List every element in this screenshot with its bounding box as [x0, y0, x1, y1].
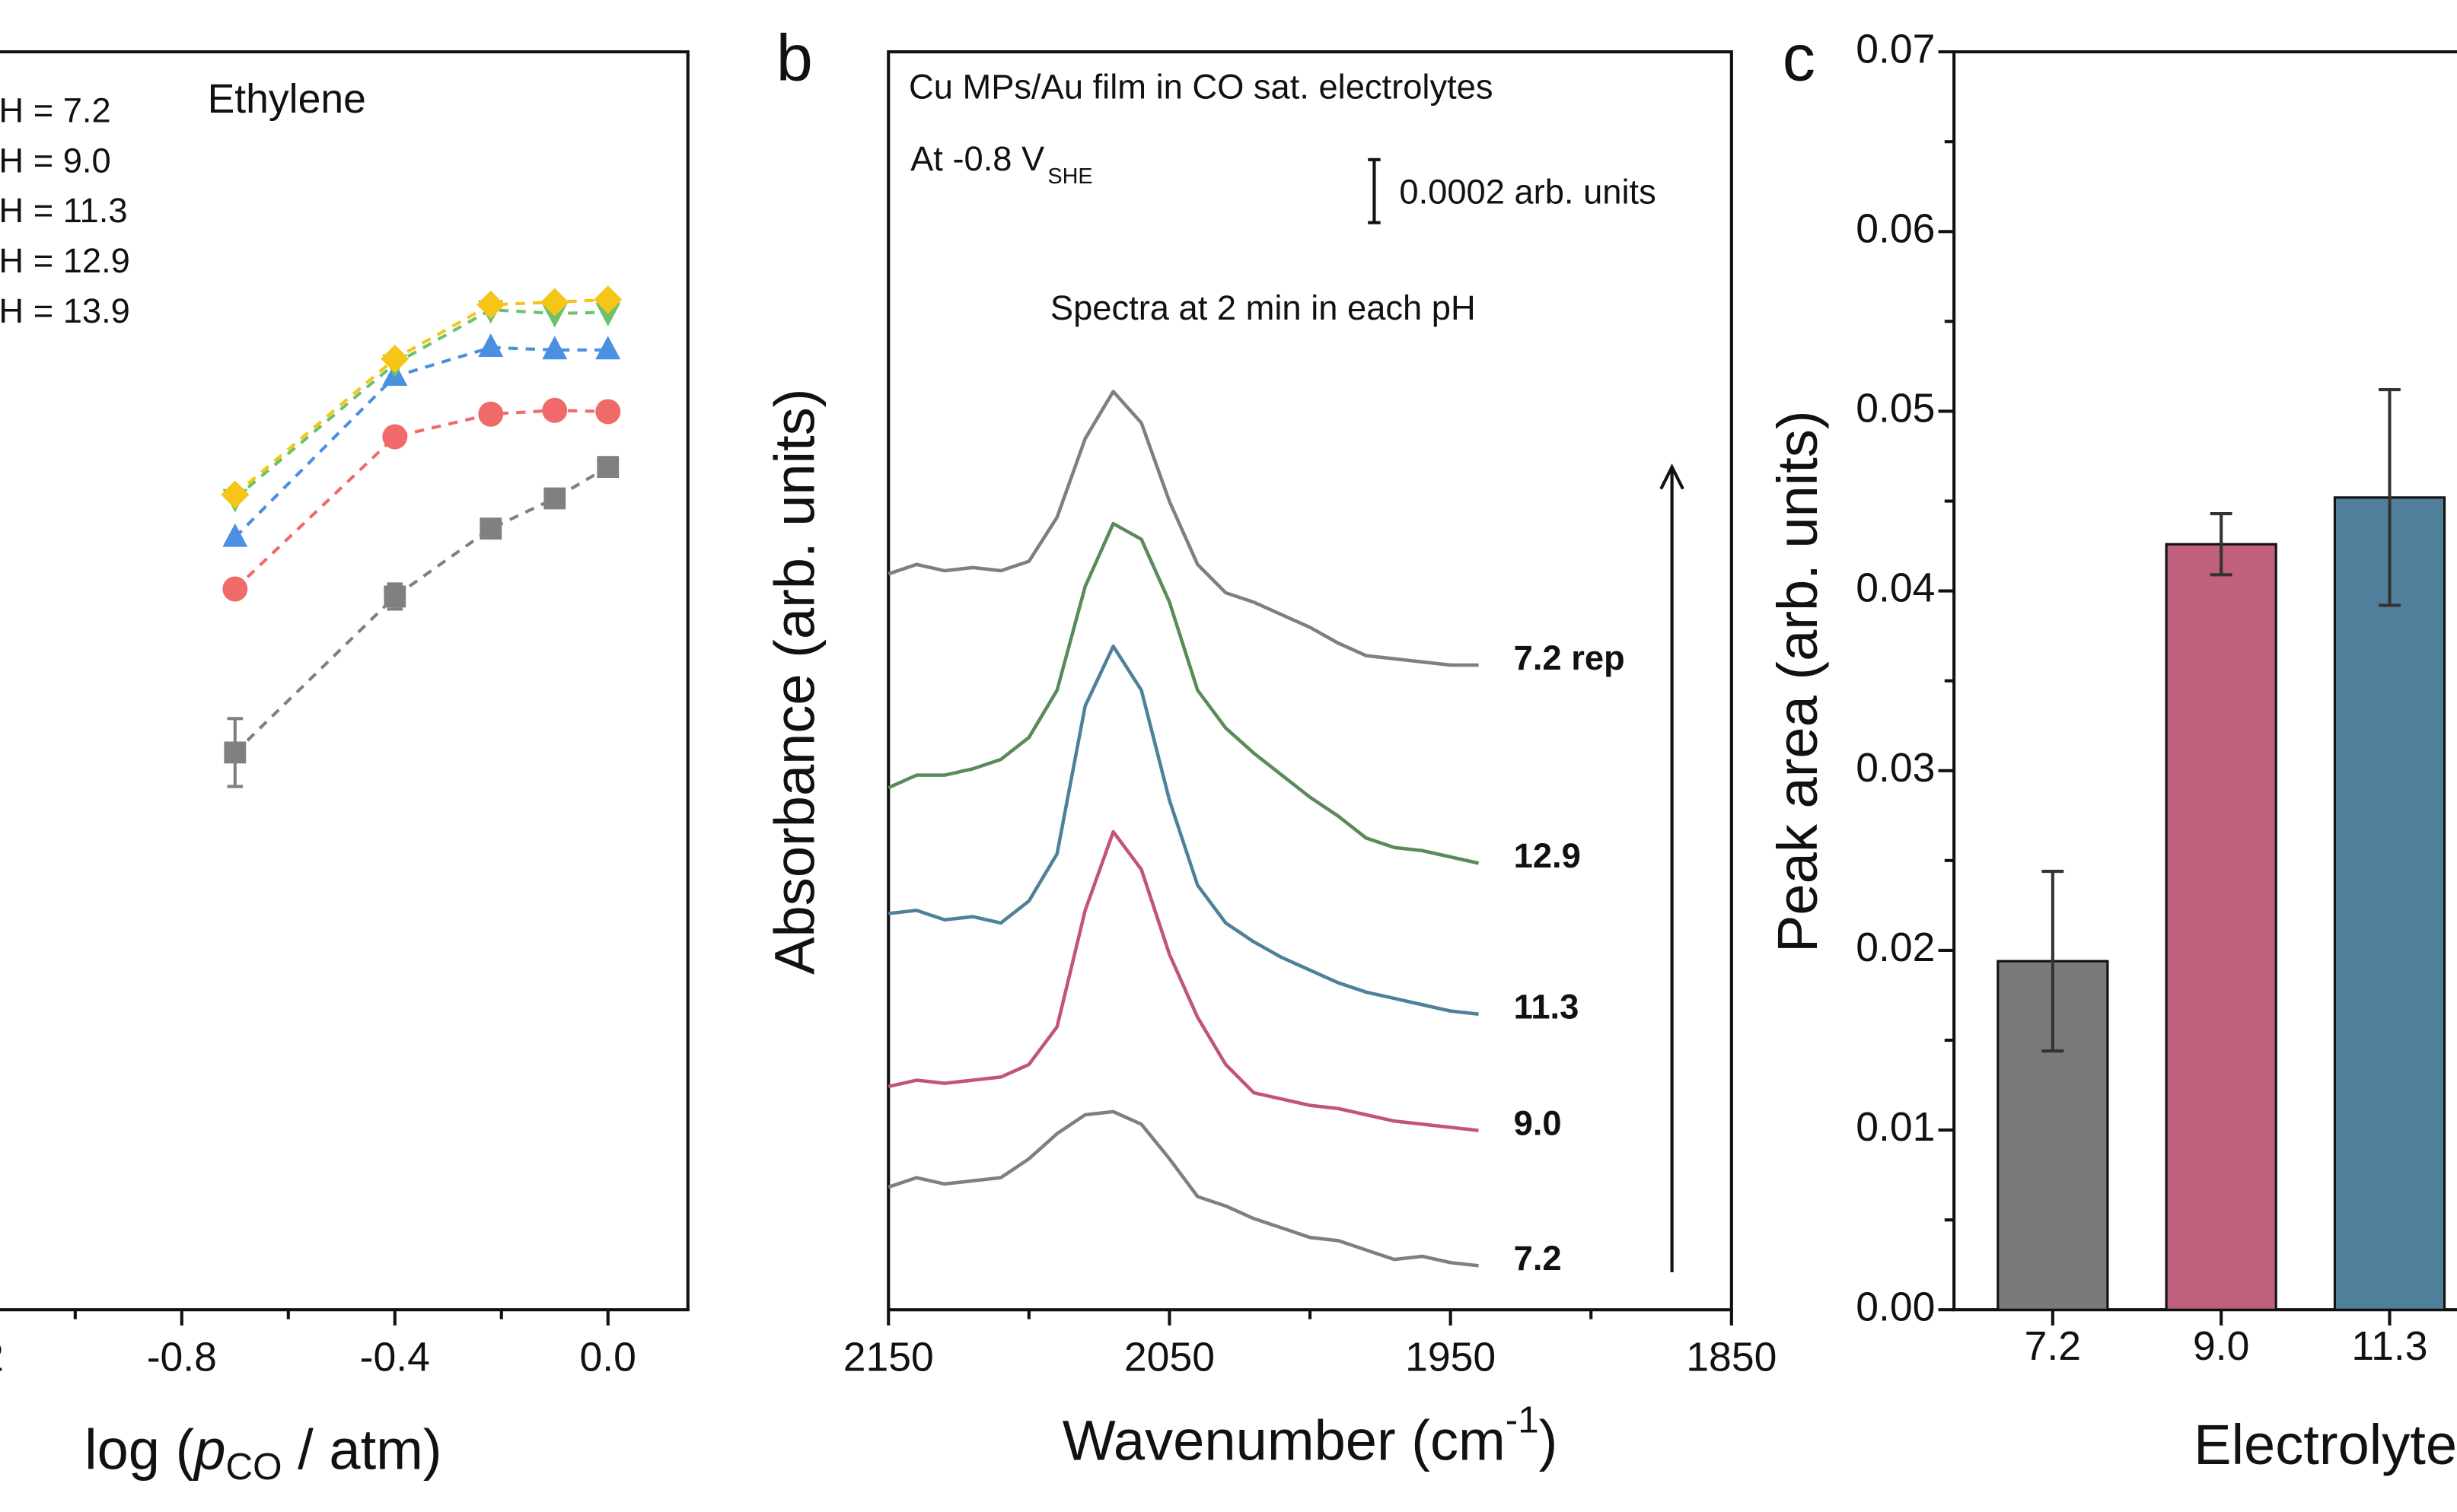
marker: [540, 288, 569, 317]
fit-line: [234, 298, 608, 496]
legend-label: pH = 9.0: [0, 141, 111, 180]
marker: [595, 336, 621, 360]
marker: [543, 487, 566, 510]
error-bar: [2041, 869, 2064, 1053]
marker: [542, 397, 568, 423]
x-tick-label: 2050: [1124, 1335, 1215, 1380]
x-tick-label: 7.2: [2025, 1324, 2081, 1369]
x-label-part: Wavenumber (cm: [1063, 1409, 1506, 1472]
error-bar: [2379, 388, 2401, 607]
marker: [597, 456, 620, 479]
series-label: 7.2 rep: [1514, 638, 1625, 677]
series-label: 7.2: [1514, 1239, 1562, 1278]
x-tick-label: -1.2: [0, 1335, 4, 1380]
y-tick-label: 0.02: [1856, 925, 1935, 970]
marker: [224, 741, 247, 764]
x-axis-label: log (pCO / atm): [84, 1418, 441, 1488]
spectrum: [888, 521, 1480, 865]
marker: [384, 585, 406, 608]
x-label-part: log (: [84, 1418, 194, 1481]
legend-label: pH = 12.9: [0, 241, 130, 280]
spectrum: [888, 644, 1479, 1017]
marker: [382, 424, 408, 450]
series-label: 12.9: [1514, 836, 1581, 875]
y-tick-label: 0.07: [1856, 27, 1935, 72]
scale-bar-label: 0.0002 arb. units: [1399, 172, 1656, 211]
bar: [2165, 543, 2277, 1311]
potential-sub: SHE: [1047, 164, 1092, 188]
x-tick-label: -0.4: [360, 1335, 430, 1380]
x-tick-label: -0.8: [147, 1335, 217, 1380]
x-tick-label: 2150: [843, 1335, 934, 1380]
x-label-part: / atm): [282, 1418, 442, 1481]
marker: [476, 290, 505, 319]
marker: [594, 285, 623, 314]
y-tick-label: 0.01: [1856, 1105, 1935, 1150]
y-tick-label: 0.04: [1856, 566, 1935, 611]
y-axis-label: Peak area (arb. units): [1766, 410, 1829, 953]
spectrum: [888, 829, 1479, 1132]
y-tick-label: 0.00: [1856, 1284, 1935, 1329]
y-tick-label: 0.05: [1856, 387, 1935, 431]
y-tick-label: 0.06: [1856, 206, 1935, 251]
panel-label: c: [1783, 21, 1815, 94]
x-axis-label: Electrolyte pH: [2194, 1413, 2457, 1476]
annotation: Cu MPs/Au film in CO sat. electrolytes: [909, 68, 1493, 107]
x-label-part: ): [1539, 1409, 1558, 1472]
marker: [480, 517, 502, 540]
bar: [2333, 496, 2446, 1311]
series-label: 11.3: [1514, 988, 1579, 1027]
plot-frame: [0, 50, 690, 1312]
marker: [478, 401, 504, 427]
chart-title: Ethylene: [208, 77, 366, 122]
x-tick-label: 1950: [1405, 1335, 1496, 1380]
spectrum: [888, 390, 1479, 667]
marker: [542, 336, 568, 360]
marker: [381, 344, 410, 374]
error-bar: [2210, 511, 2232, 577]
marker: [221, 480, 250, 509]
scale-bar: [1368, 158, 1381, 224]
y-axis-label: Absorbance (arb. units): [763, 389, 827, 975]
potential-text: At -0.8 V: [910, 139, 1044, 178]
marker: [222, 523, 248, 547]
x-tick-label: 11.3: [2351, 1324, 2427, 1369]
x-label-sup: -1: [1506, 1399, 1539, 1441]
marker: [595, 399, 621, 425]
marker: [222, 576, 248, 602]
x-label-var: p: [193, 1418, 225, 1481]
legend-label: pH = 7.2: [0, 91, 111, 129]
panel-label: b: [776, 21, 813, 94]
annotation: At -0.8 V SHE: [910, 139, 1093, 188]
x-tick-label: 9.0: [2193, 1324, 2249, 1369]
legend-label: pH = 11.3: [0, 191, 128, 230]
x-tick-label: 1850: [1686, 1335, 1777, 1380]
x-tick-label: 0.0: [580, 1335, 636, 1380]
spectrum: [888, 1109, 1479, 1268]
arrow-head: [1659, 463, 1684, 490]
annotation: Spectra at 2 min in each pH: [1050, 288, 1476, 327]
marker: [478, 333, 504, 357]
y-tick-label: 0.03: [1856, 746, 1935, 791]
fit-line: [234, 465, 609, 754]
series-label: 9.0: [1514, 1103, 1562, 1142]
legend-label: pH = 13.9: [0, 291, 130, 330]
x-label-sub: CO: [226, 1446, 282, 1488]
x-axis-label: Wavenumber (cm-1): [1063, 1399, 1558, 1472]
marker: [595, 302, 621, 326]
